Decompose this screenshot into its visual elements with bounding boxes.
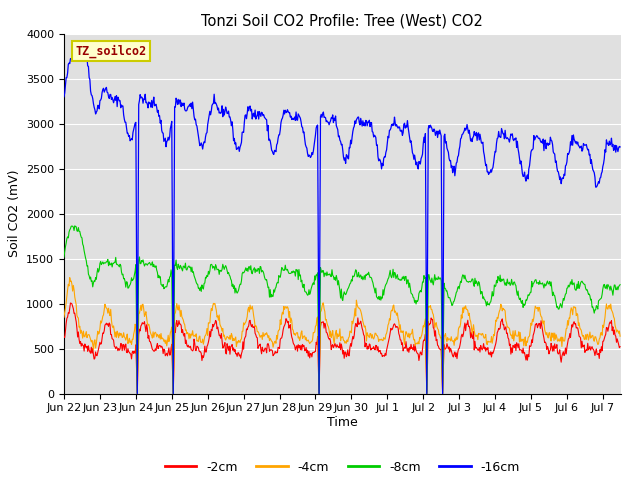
Legend: -2cm, -4cm, -8cm, -16cm: -2cm, -4cm, -8cm, -16cm (160, 456, 525, 479)
Y-axis label: Soil CO2 (mV): Soil CO2 (mV) (8, 170, 20, 257)
X-axis label: Time: Time (327, 416, 358, 429)
Title: Tonzi Soil CO2 Profile: Tree (West) CO2: Tonzi Soil CO2 Profile: Tree (West) CO2 (202, 13, 483, 28)
Text: TZ_soilco2: TZ_soilco2 (75, 44, 147, 58)
